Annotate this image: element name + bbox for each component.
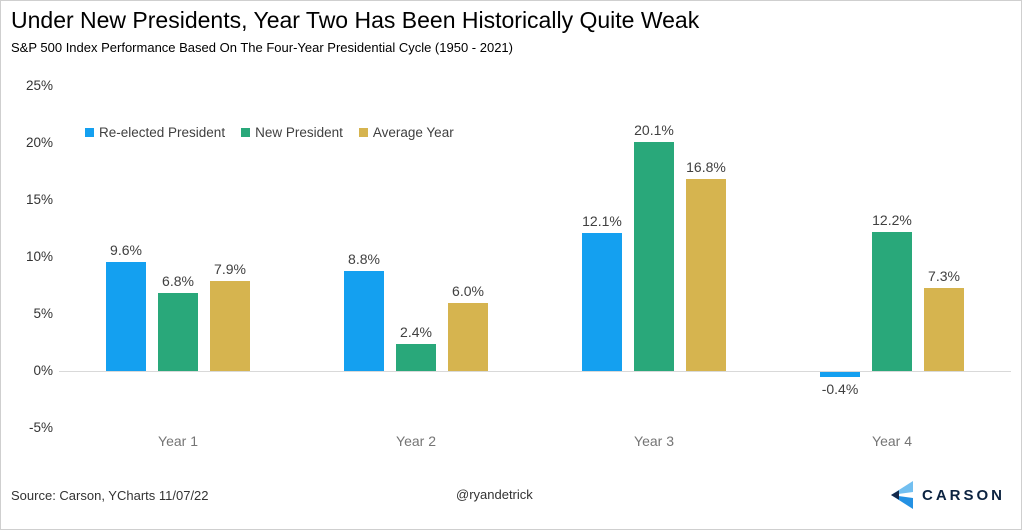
bar-value-label: 20.1% <box>634 122 674 138</box>
chart-bar <box>106 262 146 371</box>
carson-logo-text: CARSON <box>921 486 1005 504</box>
y-axis-tick-label: 20% <box>25 135 53 150</box>
chart-bar <box>210 281 250 371</box>
chart-bar <box>344 271 384 371</box>
x-axis-category-label: Year 4 <box>872 433 912 449</box>
y-axis-tick-label: 25% <box>25 78 53 93</box>
carson-chevron-bottom-facet <box>890 495 913 509</box>
zero-baseline <box>59 371 1011 372</box>
x-axis-category-label: Year 1 <box>158 433 198 449</box>
carson-chevron-top-facet <box>890 481 913 495</box>
bar-value-label: -0.4% <box>821 381 859 397</box>
chart-bar <box>448 303 488 371</box>
chart-bar <box>924 288 964 371</box>
bar-value-label: 6.8% <box>162 273 194 289</box>
carson-chevron-left-facet <box>890 490 899 500</box>
chart-bar <box>396 344 436 371</box>
y-axis-tick-label: -5% <box>28 420 53 435</box>
x-axis-category-label: Year 2 <box>396 433 436 449</box>
bar-value-label: 7.3% <box>928 268 960 284</box>
y-axis-tick-label: 15% <box>25 192 53 207</box>
chart-bar <box>634 142 674 371</box>
x-axis-category-label: Year 3 <box>634 433 674 449</box>
bar-value-label: 16.8% <box>686 159 726 175</box>
chart-legend: Re-elected President New President Average… <box>85 125 454 140</box>
bar-value-label: 12.1% <box>582 213 622 229</box>
bar-value-label: 8.8% <box>348 251 380 267</box>
bar-value-label: 2.4% <box>400 324 432 340</box>
chart-bar <box>686 179 726 371</box>
chart-bar <box>872 232 912 371</box>
legend-label: Average Year <box>372 125 454 140</box>
legend-label: Re-elected President <box>99 125 226 140</box>
legend-swatch-icon <box>358 128 368 137</box>
legend-swatch-icon <box>241 128 251 137</box>
chart-bar <box>582 233 622 371</box>
legend-item: Re-elected President <box>85 125 225 140</box>
chart-subtitle: S&P 500 Index Performance Based On The F… <box>11 40 513 55</box>
legend-label: New President <box>255 125 343 140</box>
legend-item: New President <box>241 125 343 140</box>
source-text: Source: Carson, YCharts 11/07/22 <box>11 488 209 503</box>
y-axis-tick-label: 10% <box>25 249 53 264</box>
chart-bar <box>820 372 860 377</box>
bar-value-label: 7.9% <box>214 261 246 277</box>
bar-value-label: 12.2% <box>872 212 912 228</box>
chart-title: Under New Presidents, Year Two Has Been … <box>11 7 700 33</box>
carson-chevron-icon <box>890 481 913 509</box>
bar-value-label: 6.0% <box>452 283 484 299</box>
y-axis-tick-label: 5% <box>33 306 53 321</box>
bar-value-label: 9.6% <box>110 242 142 258</box>
legend-item: Average Year <box>358 125 454 140</box>
chart-bar <box>158 293 198 371</box>
twitter-handle: @ryandetrick <box>456 487 533 502</box>
carson-logo: CARSON <box>889 481 1005 509</box>
y-axis-tick-label: 0% <box>33 363 53 378</box>
legend-swatch-icon <box>85 128 94 137</box>
